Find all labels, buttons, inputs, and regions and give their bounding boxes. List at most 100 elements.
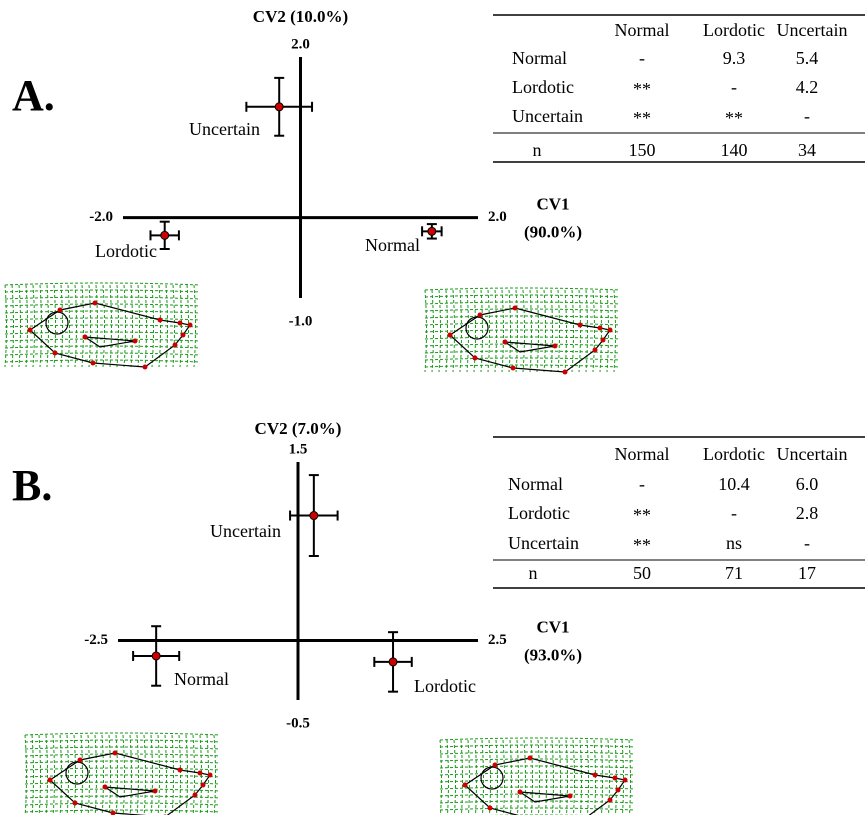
landmark: [593, 348, 598, 353]
grid-line: [496, 740, 498, 815]
landmark: [608, 328, 613, 333]
grid-line: [566, 740, 568, 815]
y-axis-label: CV2 (7.0%): [255, 419, 342, 438]
landmark: [593, 773, 598, 778]
table-row-label: n: [533, 140, 542, 160]
landmark: [511, 366, 516, 371]
grid-line: [461, 740, 463, 815]
grid-line: [629, 740, 631, 815]
grid-line: [60, 735, 62, 815]
grid-line: [25, 735, 27, 815]
point: [428, 227, 436, 235]
grid-line: [5, 360, 200, 362]
grid-line: [580, 740, 582, 815]
x-tick-label: -2.5: [84, 632, 108, 648]
x-axis-label: CV1: [536, 617, 569, 636]
landmark: [568, 794, 573, 799]
grid-line: [172, 735, 174, 815]
landmark: [73, 801, 78, 806]
landmark: [448, 333, 453, 338]
table-cell: 150: [629, 140, 656, 160]
table-row-label: Uncertain: [508, 533, 579, 553]
point-label: Normal: [174, 669, 229, 689]
landmark-inner: [520, 792, 570, 802]
table-header: Normal: [615, 20, 670, 40]
grid-line: [173, 285, 175, 367]
grid-line: [440, 740, 442, 815]
landmark: [153, 789, 158, 794]
grid-line: [425, 365, 620, 367]
grid-line: [425, 288, 620, 290]
landmark: [463, 783, 468, 788]
grid-line: [545, 740, 547, 815]
grid-line: [158, 735, 160, 815]
grid-line: [573, 740, 575, 815]
grid-line: [510, 740, 512, 815]
landmark: [198, 771, 203, 776]
grid-line: [214, 735, 216, 815]
panel-label: B.: [12, 461, 52, 510]
landmark: [103, 785, 108, 790]
table-cell: 34: [798, 140, 816, 160]
grid-line: [25, 768, 220, 770]
grid-line: [523, 290, 525, 372]
table-cell: -: [639, 48, 645, 68]
landmark-inner: [85, 337, 135, 347]
deformation-grid: [25, 733, 220, 815]
landmark: [143, 365, 148, 370]
x-tick-label: 2.0: [488, 209, 507, 225]
point: [389, 658, 397, 666]
grid-line: [440, 738, 635, 740]
landmark: [578, 323, 583, 328]
y-tick-label: 1.5: [289, 441, 308, 457]
eye-circle: [46, 312, 68, 334]
table-cell: **: [725, 108, 743, 128]
landmark: [193, 793, 198, 798]
grid-line: [103, 285, 105, 367]
grid-line: [482, 740, 484, 815]
landmark: [598, 326, 603, 331]
landmark: [478, 313, 483, 318]
table-row-label: Uncertain: [512, 106, 583, 126]
y-tick-label: 2.0: [291, 36, 310, 52]
table-header: Lordotic: [703, 20, 765, 40]
grid-line: [558, 290, 560, 372]
grid-line: [559, 740, 561, 815]
table-row-label: n: [529, 563, 538, 583]
grid-line: [179, 735, 181, 815]
grid-line: [440, 808, 635, 810]
landmark: [208, 773, 213, 778]
x-axis-label: (93.0%): [524, 645, 582, 664]
table-cell: 4.2: [796, 77, 819, 97]
point: [161, 231, 169, 239]
table-cell: 10.4: [718, 474, 750, 494]
grid-line: [193, 735, 195, 815]
landmark: [91, 361, 96, 366]
landmark-inner: [105, 787, 155, 797]
grid-line: [53, 735, 55, 815]
grid-line: [593, 290, 595, 372]
deformation-grid: [440, 738, 635, 815]
landmark: [178, 768, 183, 773]
table-cell: 71: [725, 563, 743, 583]
grid-line: [538, 740, 540, 815]
landmark: [613, 776, 618, 781]
table-cell: 6.0: [796, 474, 819, 494]
table-cell: 2.8: [796, 503, 819, 523]
table-cell: **: [633, 505, 651, 525]
grid-line: [447, 740, 449, 815]
grid-line: [25, 810, 220, 812]
table-cell: **: [633, 79, 651, 99]
landmark: [48, 778, 53, 783]
table-cell: -: [804, 533, 810, 553]
landmark: [78, 758, 83, 763]
grid-line: [524, 740, 526, 815]
grid-line: [489, 740, 491, 815]
table-cell: 17: [798, 563, 816, 583]
table-cell: -: [731, 503, 737, 523]
deformation-grid: [5, 283, 200, 370]
x-axis-label: (90.0%): [524, 223, 582, 242]
grid-line: [594, 740, 596, 815]
table-cell: -: [639, 474, 645, 494]
landmark: [188, 323, 193, 328]
